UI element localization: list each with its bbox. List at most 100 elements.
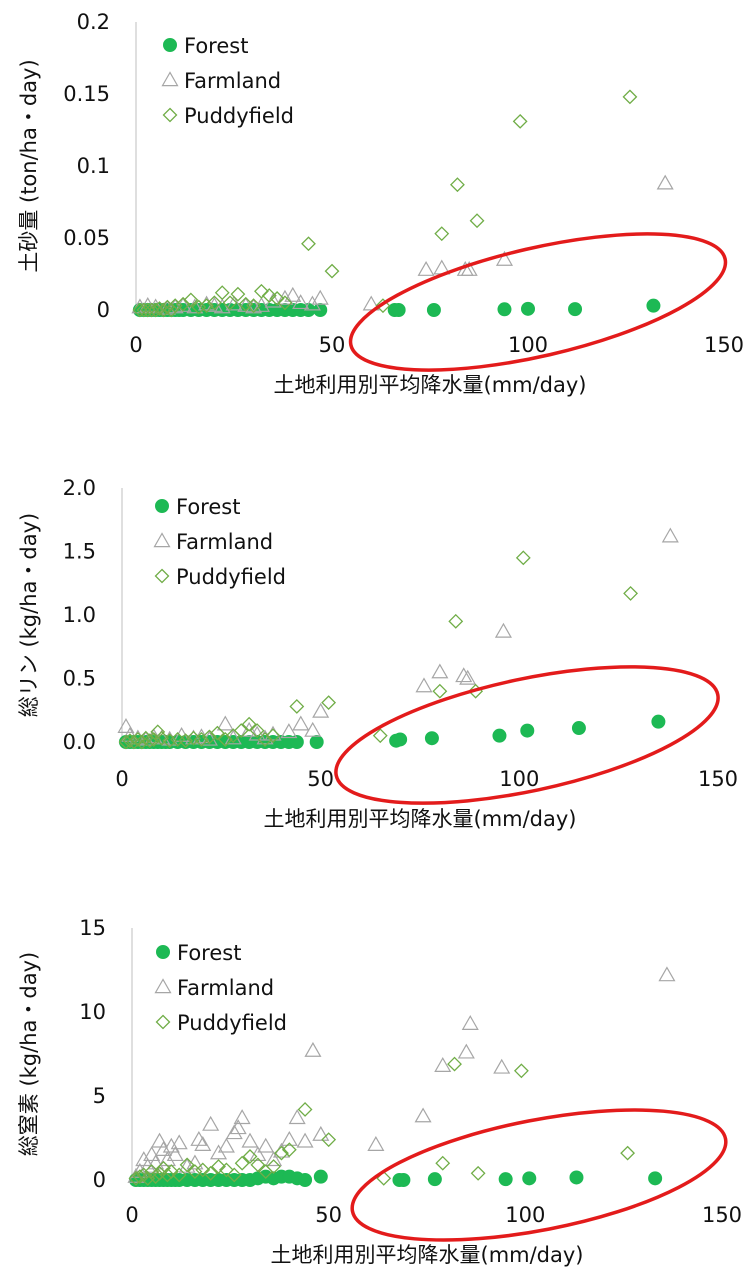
data-point-puddyfield <box>194 732 209 747</box>
x-axis-label: 土地利用別平均降水量(mm/day) <box>271 1243 584 1267</box>
data-point-puddyfield <box>447 1056 462 1072</box>
data-point-puddyfield <box>195 1162 211 1178</box>
data-point-farmland <box>252 296 270 312</box>
x-tick-label: 0 <box>129 333 142 357</box>
y-tick-label: 0.05 <box>63 226 110 250</box>
data-point-puddyfield <box>191 299 207 315</box>
data-point-puddyfield <box>214 285 230 301</box>
data-point-puddyfield <box>187 1164 203 1180</box>
data-point-puddyfield <box>134 734 150 750</box>
data-point-forest <box>427 1172 442 1187</box>
data-point-farmland <box>495 250 514 266</box>
data-point-puddyfield <box>241 716 257 732</box>
legend-marker-puddyfield <box>154 568 170 584</box>
data-point-forest <box>298 1173 313 1187</box>
y-tick-label: 1.0 <box>63 603 96 627</box>
legend-label-puddyfield: Puddyfield <box>177 1011 287 1035</box>
data-point-puddyfield <box>242 1149 258 1164</box>
data-point-farmland <box>312 702 330 718</box>
data-point-forest <box>313 1169 328 1184</box>
y-axis-label: 土砂量 (ton/ha・day) <box>17 59 41 272</box>
data-point-puddyfield <box>249 723 265 738</box>
data-point-farmland <box>233 1109 251 1125</box>
data-point-puddyfield <box>159 1167 175 1183</box>
data-point-puddyfield <box>250 1157 266 1173</box>
y-axis-label: 総リン (kg/ha・day) <box>17 513 41 717</box>
highlight-ellipse <box>334 665 720 805</box>
highlight-ellipse <box>350 1108 728 1242</box>
x-tick-label: 0 <box>125 1203 138 1227</box>
data-point-puddyfield <box>297 1102 313 1117</box>
legend: Forest Farmland Puddyfield <box>161 34 294 128</box>
data-point-forest <box>520 723 535 738</box>
data-point-forest <box>289 735 304 749</box>
x-tick-label: 150 <box>704 333 744 357</box>
data-point-farmland <box>139 296 157 312</box>
data-point-farmland <box>415 677 433 693</box>
data-point-forest <box>393 732 408 747</box>
y-tick-label: 10 <box>79 1000 106 1024</box>
legend-label-forest: Forest <box>177 941 241 965</box>
data-point-puddyfield <box>261 288 277 304</box>
data-point-farmland <box>265 1151 283 1167</box>
data-point-farmland <box>292 294 310 310</box>
data-point-farmland <box>229 1119 247 1135</box>
x-tick-label: 50 <box>315 1203 342 1227</box>
data-point-farmland <box>135 1151 153 1167</box>
data-point-forest <box>569 1170 584 1185</box>
x-tick-label: 100 <box>508 333 548 357</box>
data-point-puddyfield <box>201 729 217 745</box>
data-point-farmland <box>460 260 478 276</box>
data-point-puddyfield <box>277 295 293 311</box>
data-point-puddyfield <box>266 1159 282 1174</box>
legend-label-forest: Forest <box>184 34 248 58</box>
data-point-puddyfield <box>163 1164 179 1180</box>
data-point-forest <box>492 728 507 743</box>
data-point-farmland <box>150 1132 169 1148</box>
data-point-puddyfield <box>265 728 281 744</box>
data-point-farmland <box>431 663 449 679</box>
series-puddyfield <box>128 1056 636 1186</box>
data-point-forest <box>426 303 441 317</box>
data-point-puddyfield <box>432 683 448 699</box>
data-point-puddyfield <box>150 724 166 740</box>
data-point-farmland <box>658 966 676 982</box>
x-tick-label: 50 <box>307 767 334 791</box>
data-point-puddyfield <box>469 213 485 229</box>
data-point-puddyfield <box>206 295 222 311</box>
data-point-farmland <box>417 260 435 276</box>
data-point-puddyfield <box>122 733 138 749</box>
data-point-farmland <box>276 289 294 305</box>
data-point-puddyfield <box>257 732 273 747</box>
data-point-forest <box>424 731 439 746</box>
data-point-farmland <box>292 715 310 731</box>
data-point-puddyfield <box>289 699 305 714</box>
y-tick-label: 15 <box>79 916 106 940</box>
x-tick-label: 150 <box>702 1203 742 1227</box>
data-point-puddyfield <box>130 732 146 747</box>
data-point-farmland <box>264 292 282 308</box>
data-point-puddyfield <box>159 299 175 315</box>
data-point-forest <box>521 301 535 316</box>
data-point-puddyfield <box>622 89 638 105</box>
data-point-puddyfield <box>156 1160 171 1176</box>
data-point-puddyfield <box>434 226 450 242</box>
data-point-puddyfield <box>179 1157 195 1173</box>
data-point-puddyfield <box>372 728 388 744</box>
data-point-puddyfield <box>254 283 269 299</box>
data-point-farmland <box>241 1132 259 1148</box>
x-tick-label: 150 <box>698 767 738 791</box>
legend-marker-forest <box>163 38 177 52</box>
legend-marker-puddyfield <box>155 1014 171 1030</box>
y-tick-label: 0.2 <box>77 10 110 34</box>
data-point-puddyfield <box>199 298 214 314</box>
data-point-farmland <box>121 726 139 742</box>
data-point-puddyfield <box>324 263 340 279</box>
legend-label-forest: Forest <box>176 495 240 519</box>
y-tick-label: 0.1 <box>77 154 110 178</box>
data-point-farmland <box>117 718 135 733</box>
data-point-farmland <box>162 1137 180 1153</box>
y-tick-label: 5 <box>93 1084 106 1108</box>
series-puddyfield <box>132 89 638 318</box>
